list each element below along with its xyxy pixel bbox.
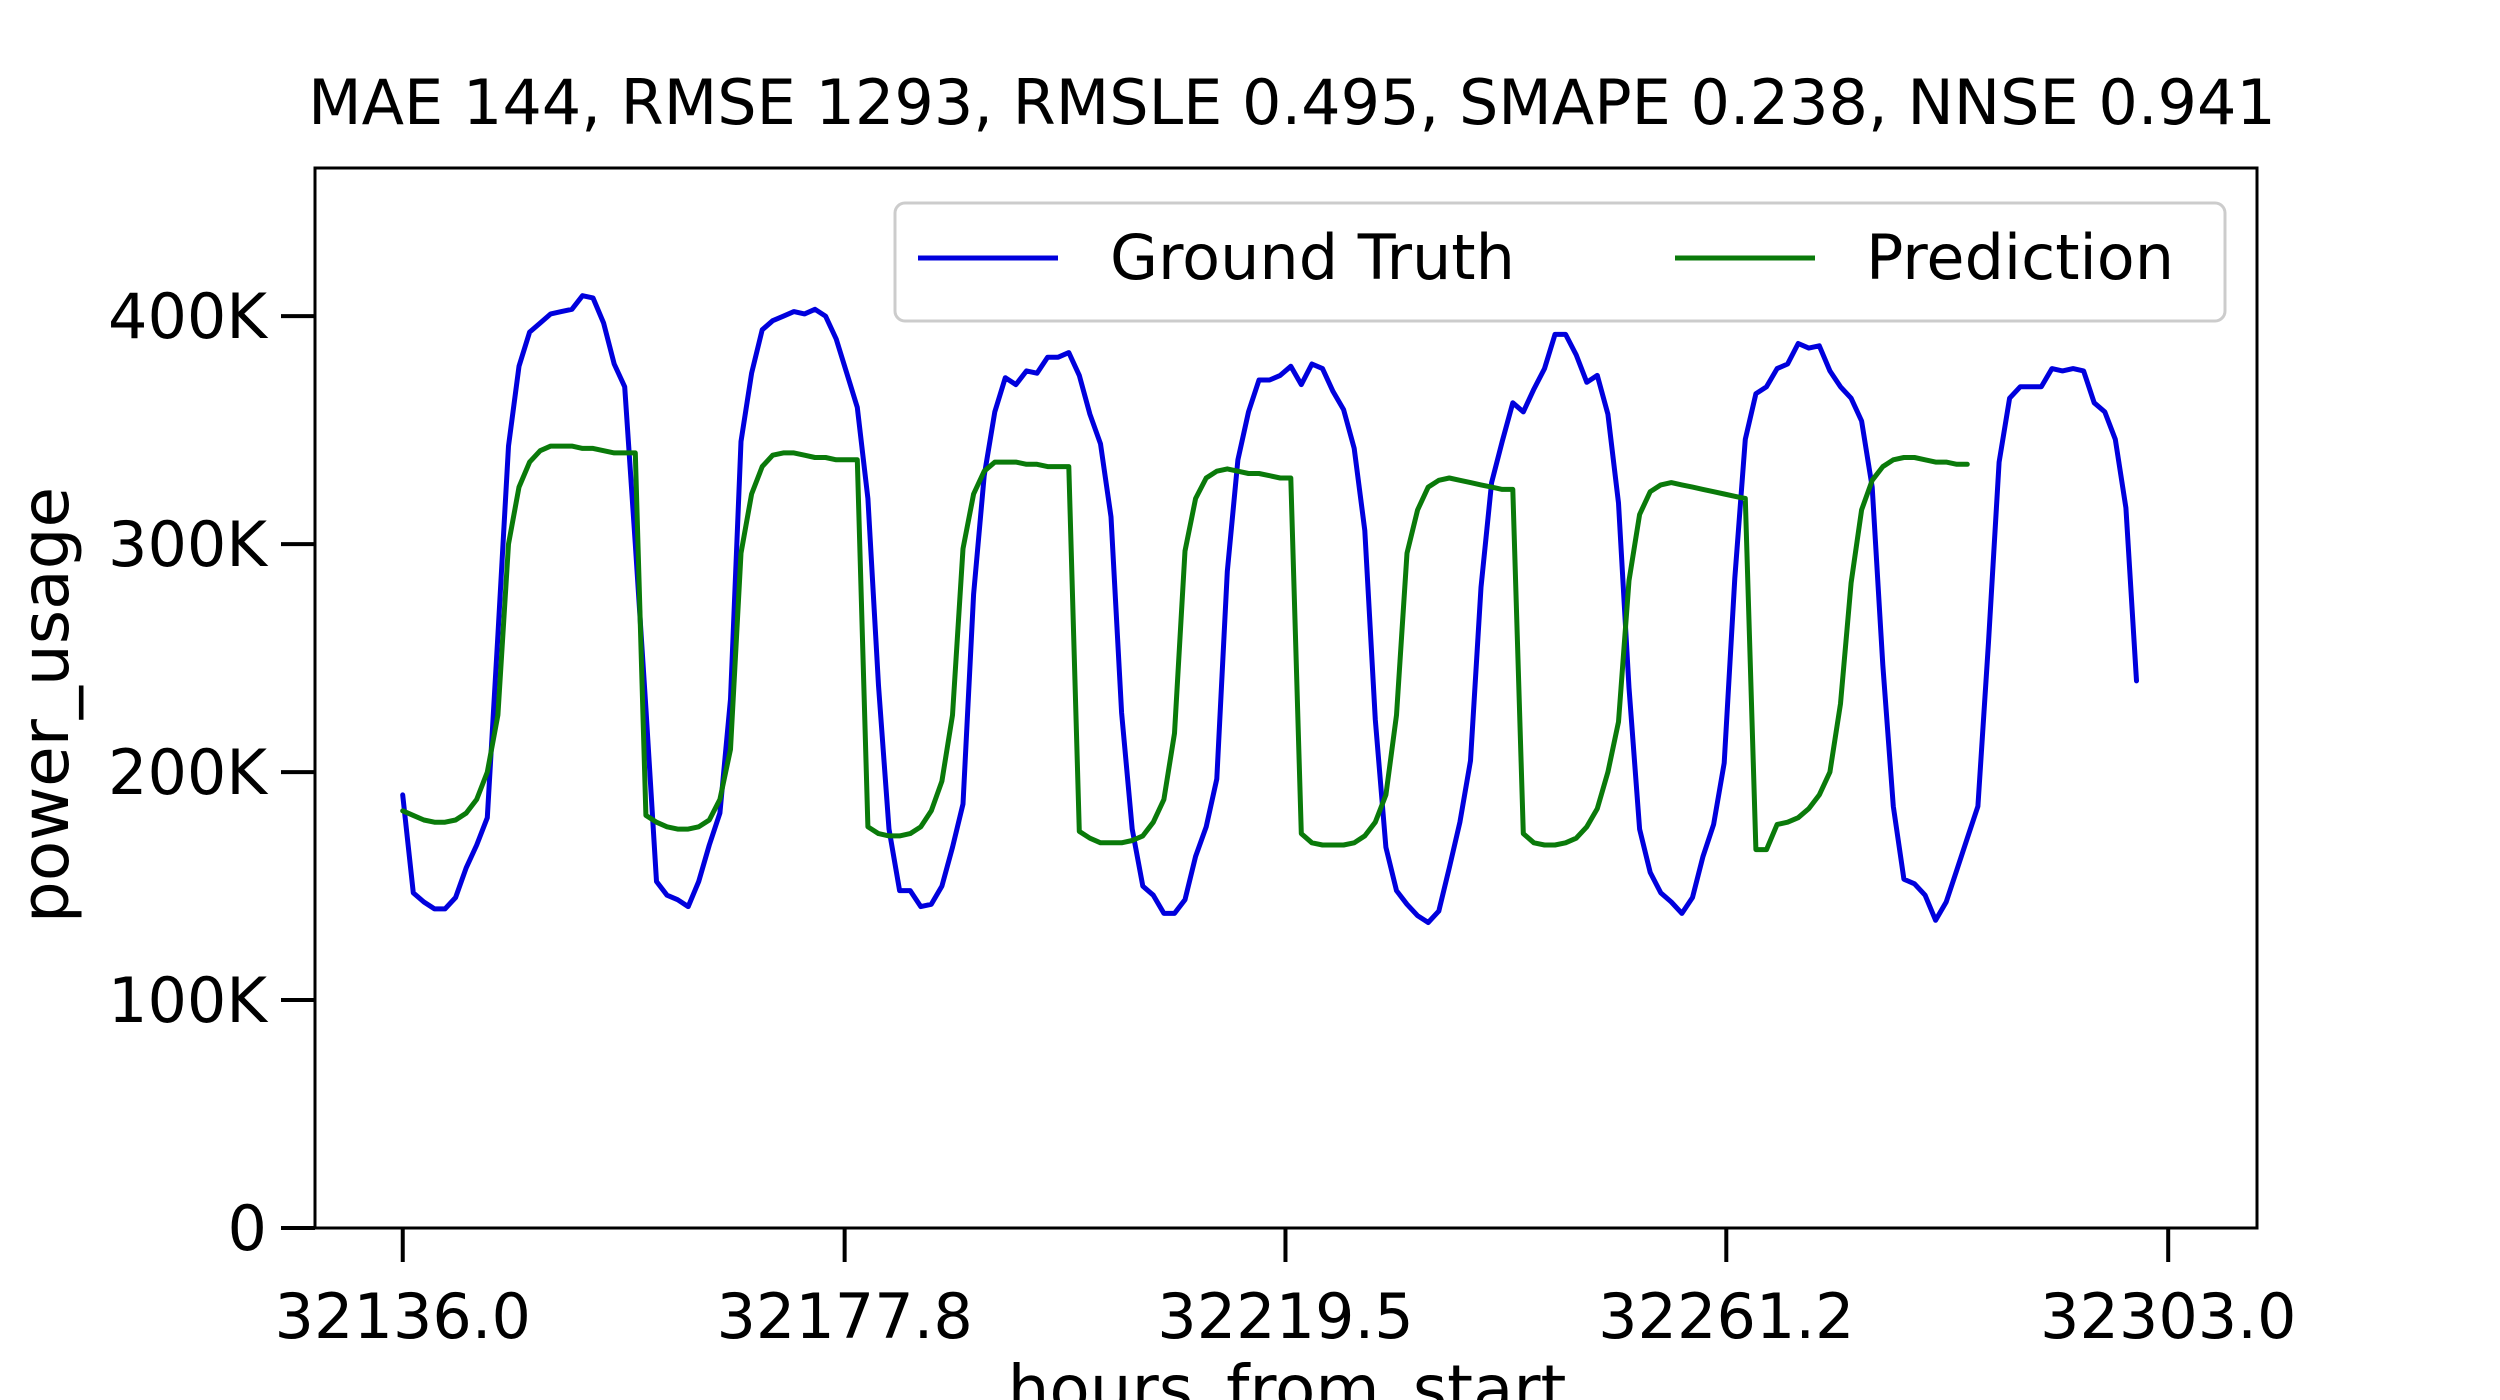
x-tick-label: 32136.0 bbox=[275, 1280, 531, 1353]
chart-title: MAE 144, RMSE 1293, RMSLE 0.495, SMAPE 0… bbox=[308, 66, 2276, 139]
y-tick-label: 400K bbox=[108, 280, 268, 353]
legend-box bbox=[893, 201, 2227, 323]
x-axis-label: hours_from_start bbox=[1008, 1351, 1567, 1400]
x-tick-label: 32261.2 bbox=[1598, 1280, 1854, 1353]
legend: Ground Truth Prediction bbox=[893, 201, 2227, 323]
legend-label-prediction: Prediction bbox=[1866, 221, 2174, 294]
series-layer bbox=[400, 293, 2139, 925]
y-tick-label: 200K bbox=[108, 736, 268, 809]
y-axis-label: power_usage bbox=[7, 487, 84, 923]
legend-label-ground-truth: Ground Truth bbox=[1110, 221, 1515, 294]
x-axis: 32136.0 32177.8 32219.5 32261.2 32303.0 bbox=[275, 1228, 2296, 1353]
y-axis: 0 100K 200K 300K 400K bbox=[108, 280, 315, 1265]
x-tick-label: 32219.5 bbox=[1157, 1280, 1413, 1353]
x-tick-label: 32177.8 bbox=[716, 1280, 972, 1353]
x-tick-label: 32303.0 bbox=[2040, 1280, 2296, 1353]
series-line-ground-truth bbox=[400, 293, 2139, 925]
y-tick-label: 0 bbox=[228, 1192, 267, 1265]
series-line-prediction bbox=[400, 443, 1970, 853]
y-tick-label: 100K bbox=[108, 964, 268, 1037]
y-tick-label: 300K bbox=[108, 508, 268, 581]
